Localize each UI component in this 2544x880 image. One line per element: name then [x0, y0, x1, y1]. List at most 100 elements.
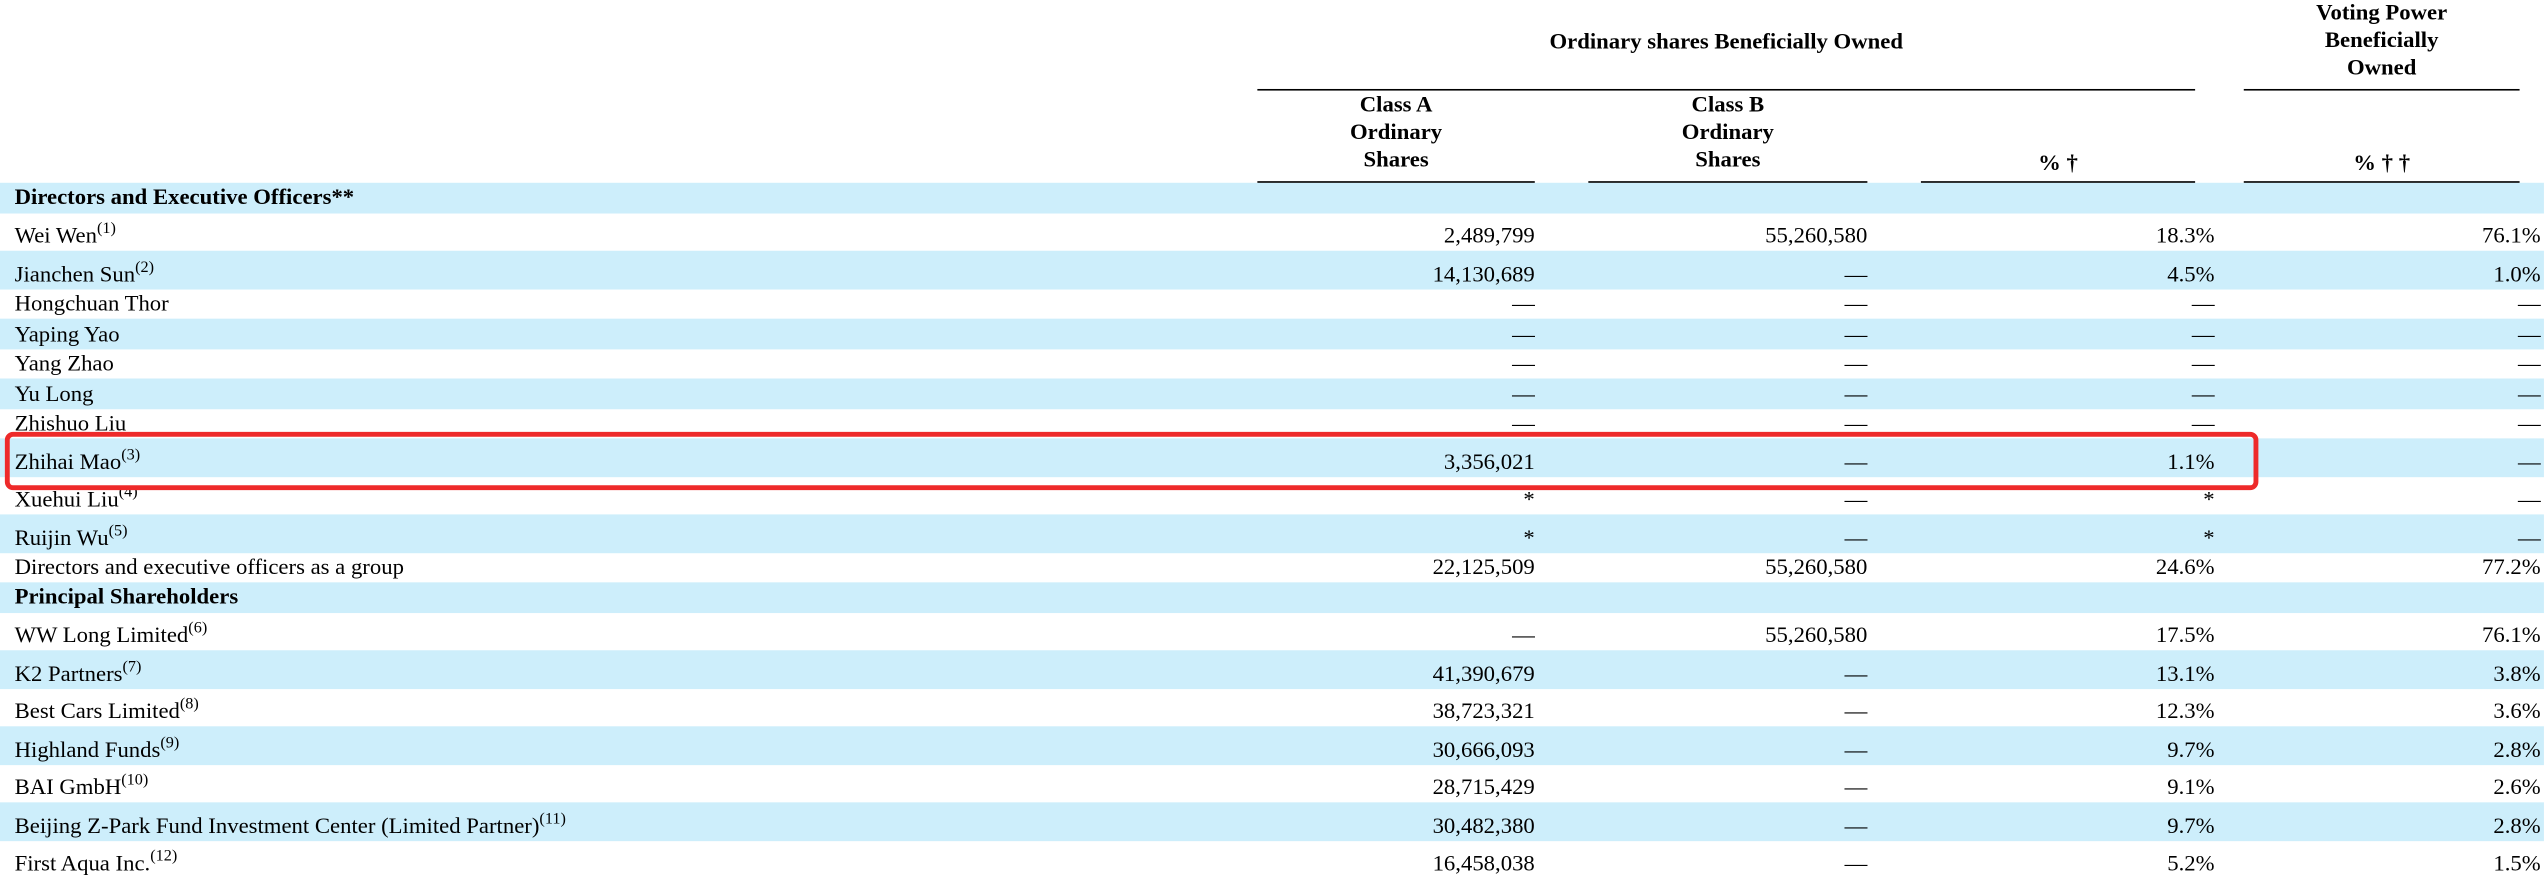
column-underline: [1257, 180, 1535, 182]
cell-value: —: [2517, 322, 2541, 347]
cell-value: —: [2191, 322, 2215, 347]
column-header: % † †: [2353, 152, 2411, 177]
cell-value: —: [1844, 262, 1868, 288]
row-name: K2 Partners(7): [15, 657, 142, 688]
cell-value: 1.1%: [2167, 450, 2215, 475]
section-row: Principal Shareholders: [0, 582, 2544, 613]
table-row: Zhihai Mao(3) 3,356,021 — 1.1% —: [0, 438, 2544, 477]
footnote-ref: (11): [539, 809, 566, 828]
cell-value: —: [1844, 450, 1868, 475]
cell-value: —: [2517, 292, 2541, 318]
cell-value: —: [1512, 292, 1535, 318]
table-row: Jianchen Sun(2) 14,130,689 — 4.5% 1.0%: [0, 250, 2544, 289]
table-row: Yang Zhao — — — —: [0, 349, 2544, 379]
cell-value: —: [1512, 624, 1535, 649]
column-header: Class B Ordinary Shares: [1681, 93, 1774, 174]
cell-value: —: [1844, 852, 1868, 877]
cell-value: *: [1523, 488, 1535, 513]
footnote-ref: (2): [135, 258, 155, 276]
cell-value: 4.5%: [2167, 262, 2215, 288]
footnote-ref: (8): [179, 695, 199, 714]
row-name: BAI GmbH(10): [15, 772, 149, 802]
footnote-ref: (7): [122, 657, 142, 676]
cell-value: —: [1844, 322, 1868, 347]
cell-value: 1.5%: [2493, 852, 2541, 877]
cell-value: 3,356,021: [1443, 450, 1535, 475]
row-name: Yaping Yao: [15, 321, 120, 348]
cell-value: 22,125,509: [1432, 556, 1535, 581]
cell-value: 14,130,689: [1432, 262, 1535, 288]
row-name: Beijing Z-Park Fund Investment Center (L…: [14, 809, 566, 840]
cell-value: —: [1844, 738, 1868, 763]
row-name: Wei Wen(1): [15, 219, 116, 250]
group-underline: [2243, 88, 2520, 91]
table-row: First Aqua Inc.(12) 16,458,038 — 5.2% 1.5%: [0, 840, 2544, 878]
cell-value: —: [1844, 352, 1868, 377]
name-text: Beijing Z-Park Fund Investment Center (L…: [14, 814, 540, 839]
row-name: Yu Long: [15, 381, 94, 408]
table-row: BAI GmbH(10) 28,715,429 — 9.1% 2.6%: [0, 764, 2544, 802]
cell-value: —: [2517, 352, 2541, 377]
group-underline: [1257, 88, 2196, 91]
row-name: WW Long Limited(6): [15, 620, 208, 650]
cell-value: 3.8%: [2493, 662, 2541, 687]
cell-value: —: [1844, 292, 1868, 318]
footnote-ref: (1): [96, 219, 116, 238]
cell-value: —: [2191, 352, 2215, 377]
cell-value: —: [1512, 352, 1535, 377]
cell-value: 2,489,799: [1443, 224, 1535, 250]
column-header: Class A Ordinary Shares: [1350, 93, 1443, 174]
row-name: Highland Funds(9): [14, 733, 180, 764]
cell-value: 55,260,580: [1765, 556, 1868, 581]
cell-value: 30,482,380: [1432, 814, 1535, 839]
row-name: Zhihai Mao(3): [15, 446, 141, 476]
name-text: Xuehui Liu: [14, 488, 119, 513]
cell-value: —: [2517, 412, 2541, 437]
cell-value: 13.1%: [2155, 662, 2215, 687]
table-row: Directors and executive officers as a gr…: [0, 552, 2544, 582]
cell-value: 9.7%: [2167, 738, 2215, 763]
name-text: Ruijin Wu: [14, 526, 109, 551]
cell-value: —: [1844, 526, 1868, 551]
table-row: Ruijin Wu(5) * — * —: [0, 514, 2544, 553]
column-underline: [2243, 180, 2520, 182]
cell-value: 3.6%: [2493, 700, 2541, 725]
section-title: Directors and Executive Officers**: [14, 186, 355, 211]
cell-value: 38,723,321: [1432, 700, 1535, 725]
cell-value: 2.8%: [2493, 738, 2541, 763]
cell-value: 30,666,093: [1432, 738, 1535, 763]
cell-value: 17.5%: [2155, 624, 2215, 649]
column-header: % †: [2038, 152, 2078, 177]
name-text: Directors and executive officers as a gr…: [14, 556, 404, 581]
cell-value: —: [1512, 382, 1535, 407]
cell-value: 9.1%: [2167, 776, 2215, 801]
name-text: Yu Long: [14, 382, 94, 407]
cell-value: 55,260,580: [1765, 224, 1868, 250]
name-text: Highland Funds: [14, 738, 161, 763]
row-name: Directors and executive officers as a gr…: [15, 555, 404, 582]
table-row: Yaping Yao — — — —: [0, 318, 2544, 349]
cell-value: —: [2517, 450, 2541, 475]
cell-value: —: [1512, 412, 1535, 437]
cell-value: —: [1844, 382, 1868, 407]
name-text: Jianchen Sun: [14, 262, 136, 288]
footnote-ref: (9): [160, 733, 180, 752]
footnote-ref: (5): [108, 521, 128, 540]
row-name: Jianchen Sun(2): [14, 258, 155, 288]
table-row: Best Cars Limited(8) 38,723,321 — 12.3% 3.6%: [0, 688, 2544, 726]
section-row: Directors and Executive Officers**: [0, 182, 2544, 213]
cell-value: 76.1%: [2481, 224, 2541, 250]
table-row: Highland Funds(9) 30,666,093 — 9.7% 2.8%: [0, 726, 2544, 765]
cell-value: 18.3%: [2155, 224, 2215, 250]
table-row: Yu Long — — — —: [0, 378, 2544, 409]
table-row: Hongchuan Thor — — — —: [0, 289, 2544, 319]
cell-value: 41,390,679: [1432, 662, 1535, 687]
column-underline: [1920, 180, 2196, 182]
cell-value: —: [1844, 662, 1868, 687]
row-name: Hongchuan Thor: [15, 291, 169, 318]
name-text: Yaping Yao: [14, 322, 120, 347]
cell-value: 12.3%: [2155, 700, 2215, 725]
cell-value: 24.6%: [2155, 556, 2215, 581]
name-text: Yang Zhao: [14, 352, 114, 377]
